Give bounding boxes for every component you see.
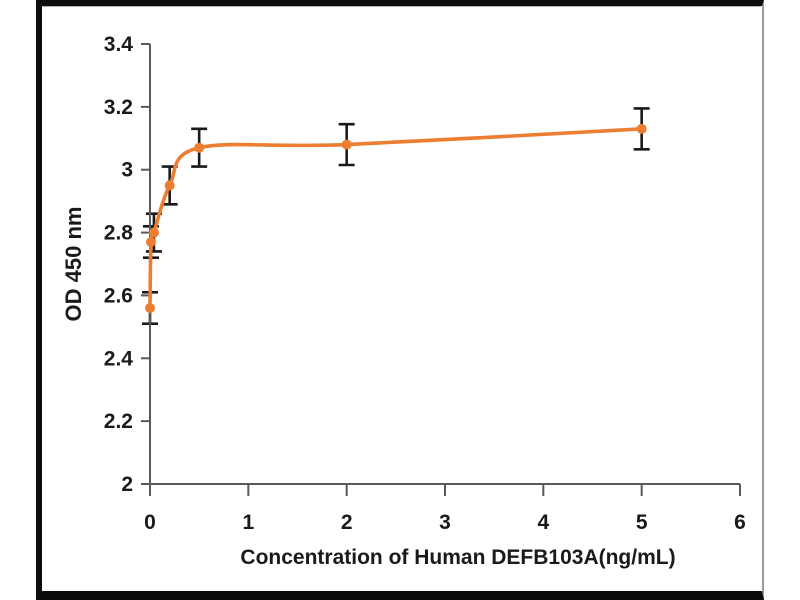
x-tick-label: 6 — [734, 511, 746, 534]
chart-area-top-edge — [42, 6, 761, 7]
data-point-marker — [194, 142, 205, 153]
y-tick-label: 3 — [121, 159, 133, 182]
x-axis-title: Concentration of Human DEFB103A(ng/mL) — [240, 546, 675, 569]
data-point-marker — [145, 303, 155, 313]
curve-line — [148, 127, 644, 310]
chart-frame — [36, 0, 764, 600]
series-curve — [148, 127, 644, 310]
x-tick-label: 5 — [636, 511, 648, 534]
x-tick-label: 2 — [341, 511, 353, 534]
y-tick-label: 2.8 — [104, 222, 134, 245]
data-point-marker — [341, 139, 352, 150]
x-tick-label: 3 — [439, 511, 451, 534]
data-point-marker — [164, 180, 175, 191]
x-tick-label: 0 — [144, 511, 156, 534]
x-tick-label: 4 — [537, 511, 549, 534]
data-point-marker — [636, 123, 647, 134]
x-tick-label: 1 — [242, 511, 254, 534]
y-axis-title: OD 450 nm — [61, 207, 86, 322]
data-point-marker — [145, 237, 156, 247]
y-tick-label: 2.2 — [104, 410, 133, 433]
y-tick-label: 3.2 — [104, 96, 133, 119]
y-tick-label: 2 — [121, 473, 133, 496]
y-tick-label: 2.4 — [104, 347, 134, 370]
y-tick-label: 2.6 — [104, 284, 133, 307]
axes — [149, 44, 740, 485]
y-tick-label: 3.4 — [104, 33, 134, 56]
axis-tick-labels: 2 2.2 2.4 2.6 2.8 3 3.2 3.4 0 1 2 3 4 5 6 — [104, 33, 746, 534]
data-point-marker — [148, 227, 159, 238]
data-points — [145, 123, 647, 313]
axis-ticks — [141, 43, 741, 496]
